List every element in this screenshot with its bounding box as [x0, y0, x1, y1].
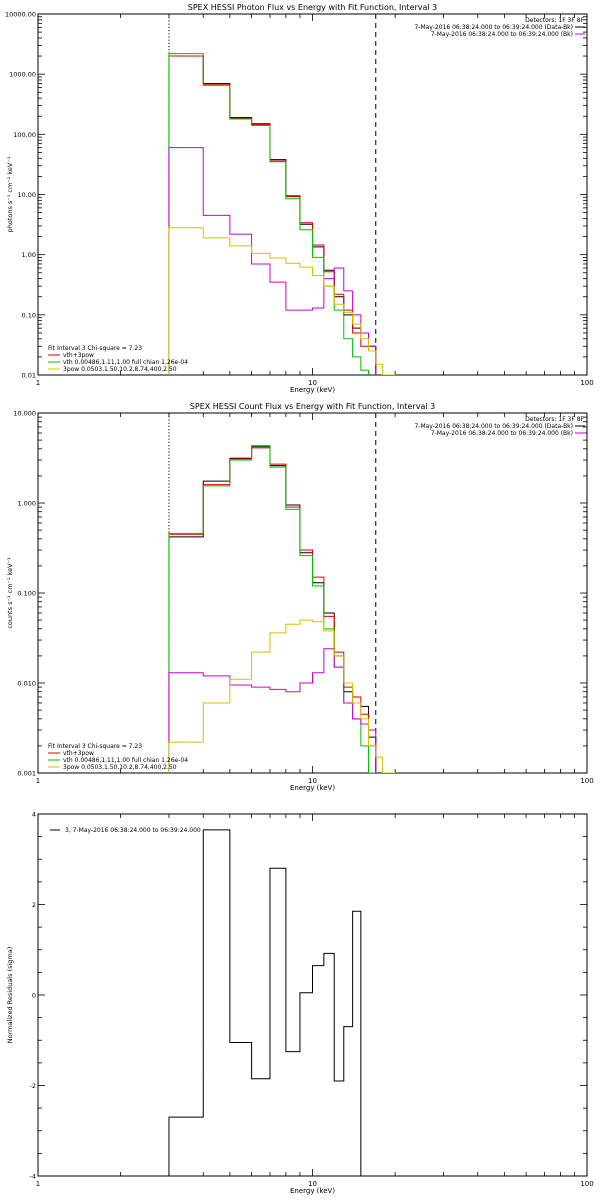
series-line-magenta [168, 147, 377, 375]
legend-entry: vth+3pow [63, 750, 94, 757]
legend-entry: 3pow 0.0503,1.50,10.2,8.74,400,2.50 [63, 366, 177, 373]
legend-entry: vth 0.00486,1.11,1.00 full chian 1.26e-0… [63, 359, 188, 366]
legend-fit-label: Fit Interval 3 Chi-square = 7.23 [48, 743, 142, 750]
plot-frame [37, 13, 588, 376]
x-tick-label: 1 [36, 777, 40, 785]
series-line-black [168, 55, 377, 375]
y-tick-label: -4 [30, 1173, 36, 1181]
x-axis-label: Energy (keV) [290, 1187, 335, 1195]
y-axis-label: counts s⁻¹ cm⁻² keV⁻¹ [6, 557, 14, 629]
series-line-yellow [168, 227, 396, 375]
legend-entry: 3pow 0.0503,1.50,10.2,8.74,400,2.50 [63, 764, 177, 771]
series-line-red [168, 55, 377, 375]
y-tick-label: 0.001 [17, 770, 36, 778]
y-tick-label: -2 [30, 1082, 36, 1090]
plot-frame [37, 813, 588, 1177]
x-tick-label: 10 [308, 777, 317, 785]
chart-panel-3: 1 10 100 Energy (keV) -4 -2 0 2 4 Normalized Resi… [6, 811, 594, 1196]
x-tick-label: 100 [580, 1180, 593, 1188]
series-line-magenta [168, 648, 377, 773]
y-tick-label: 1.000 [17, 500, 36, 508]
y-tick-label: 4 [32, 811, 36, 819]
header-line: 7-May-2016 06:38:24.000 to 06:39:24.000 … [414, 24, 573, 31]
header-detectors: Detectors: 1F 3F 8F [525, 416, 584, 423]
y-tick-label: 0 [32, 992, 36, 1000]
header-detectors: Detectors: 1F 3F 8F [525, 17, 584, 24]
series-group [168, 829, 377, 1176]
legend-entry: 3, 7-May-2016 06:38:24.000 to 06:39:24.0… [65, 827, 201, 834]
series-line-green [168, 53, 370, 375]
y-tick-label: 100.00 [13, 131, 36, 139]
legend-entry: vth 0.00486,1.11,1.00 full chian 1.26e-0… [63, 757, 188, 764]
x-tick-label: 10 [308, 379, 317, 387]
x-axis-label: Energy (keV) [290, 386, 335, 394]
y-tick-label: 10000.00 [5, 11, 36, 19]
chart-title: SPEX HESSI Photon Flux vs Energy with Fi… [188, 3, 438, 12]
series-line-black [168, 829, 377, 1176]
x-tick-label: 1 [36, 379, 40, 387]
series-line-yellow [168, 619, 396, 773]
series-line-red [168, 447, 377, 773]
chart-title: SPEX HESSI Count Flux vs Energy with Fit… [190, 402, 435, 411]
legend-entry: vth+3pow [63, 352, 94, 359]
y-tick-label: 1.00 [22, 251, 36, 259]
y-axis-label: Normalized Residuals (sigma) [6, 947, 14, 1044]
chart-panel-2: SPEX HESSI Count Flux vs Energy with Fit… [6, 402, 594, 792]
series-group [168, 445, 396, 773]
plot-frame [37, 412, 588, 774]
header-line: 7-May-2016 06:38:24.000 to 06:39:24.000 … [414, 423, 573, 430]
x-tick-label: 10 [308, 1180, 317, 1188]
x-tick-label: 100 [580, 777, 593, 785]
series-line-green [168, 446, 377, 773]
header-line: 7-May-2016 06:38:24.000 to 06:39:24.000 … [431, 31, 573, 38]
header-line: 7-May-2016 06:38:24.000 to 06:39:24.000 … [431, 430, 573, 437]
y-tick-label: 0.10 [22, 311, 36, 319]
series-group [168, 53, 396, 375]
y-tick-label: 10.00 [17, 191, 36, 199]
y-tick-label: 10.000 [13, 410, 36, 418]
y-tick-label: 0.01 [22, 372, 36, 380]
chart-panel-1: SPEX HESSI Photon Flux vs Energy with Fi… [5, 3, 594, 394]
x-axis-label: Energy (keV) [290, 784, 335, 792]
y-tick-label: 0.010 [17, 680, 36, 688]
legend-fit-label: Fit Interval 3 Chi-square = 7.23 [48, 345, 142, 352]
x-tick-label: 100 [580, 379, 593, 387]
x-tick-label: 1 [36, 1180, 40, 1188]
y-tick-label: 2 [32, 901, 36, 909]
y-tick-label: 1000.00 [9, 71, 36, 79]
y-axis-label: photons s⁻¹ cm⁻² keV⁻¹ [6, 156, 14, 232]
series-line-black [168, 445, 377, 773]
y-tick-label: 0.100 [17, 590, 36, 598]
